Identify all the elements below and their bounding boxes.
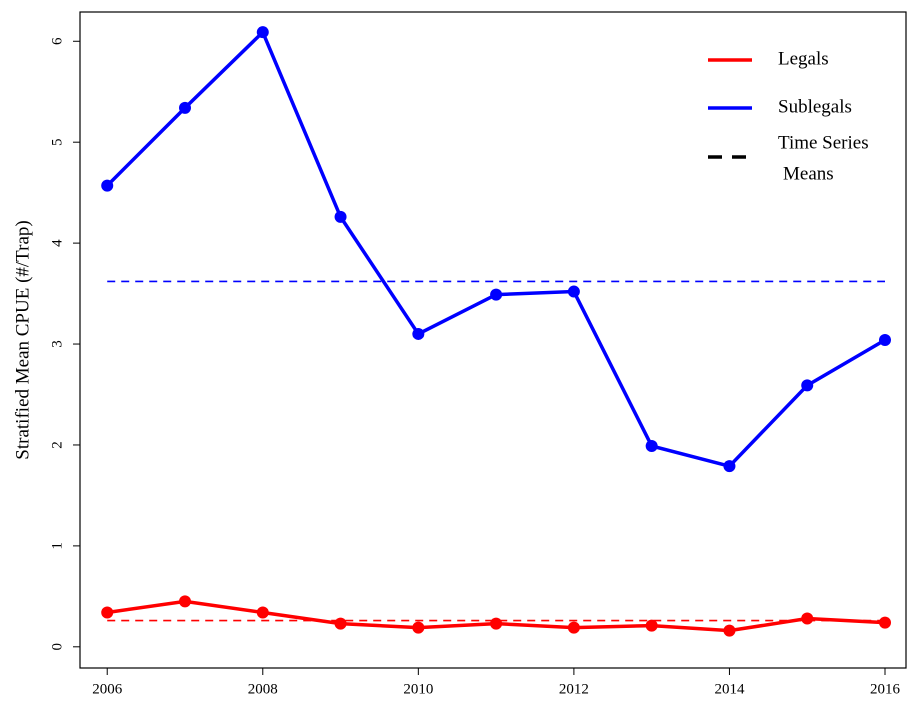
point [645, 619, 658, 632]
x-tick-label: 2010 [403, 681, 433, 697]
point [256, 26, 269, 39]
point [645, 439, 658, 452]
legend-label: Means [783, 163, 834, 184]
legend-label: Sublegals [778, 96, 852, 117]
y-tick-label: 0 [49, 643, 65, 651]
y-tick-label: 3 [49, 340, 65, 348]
legend-label: Time Series [778, 132, 869, 153]
point [801, 612, 814, 625]
point [256, 606, 269, 619]
point [179, 595, 191, 608]
x-tick-label: 2006 [92, 681, 123, 697]
y-axis-label: Stratified Mean CPUE (#/Trap) [12, 220, 33, 459]
point [101, 179, 114, 192]
y-tick-label: 2 [49, 441, 65, 449]
point [101, 606, 114, 619]
y-tick-label: 1 [49, 542, 65, 550]
point [879, 616, 891, 629]
point [412, 327, 425, 340]
y-tick-label: 4 [49, 239, 65, 247]
point [179, 101, 191, 114]
legend-label: Legals [778, 48, 829, 69]
point [412, 621, 425, 634]
point [334, 210, 347, 223]
x-tick-label: 2012 [559, 681, 589, 697]
series-line [105, 29, 886, 469]
point [879, 334, 891, 346]
y-tick-label: 6 [49, 37, 65, 45]
point [801, 379, 814, 392]
plot-frame [79, 11, 907, 669]
point [490, 288, 503, 301]
y-tick-label: 5 [49, 138, 65, 146]
point [334, 617, 347, 630]
x-tick-label: 2008 [248, 681, 278, 697]
point [723, 460, 736, 473]
point [567, 621, 580, 634]
point [567, 285, 580, 298]
point [490, 617, 503, 630]
point [723, 624, 736, 637]
x-tick-label: 2016 [870, 681, 901, 697]
x-tick-label: 2014 [714, 681, 745, 697]
